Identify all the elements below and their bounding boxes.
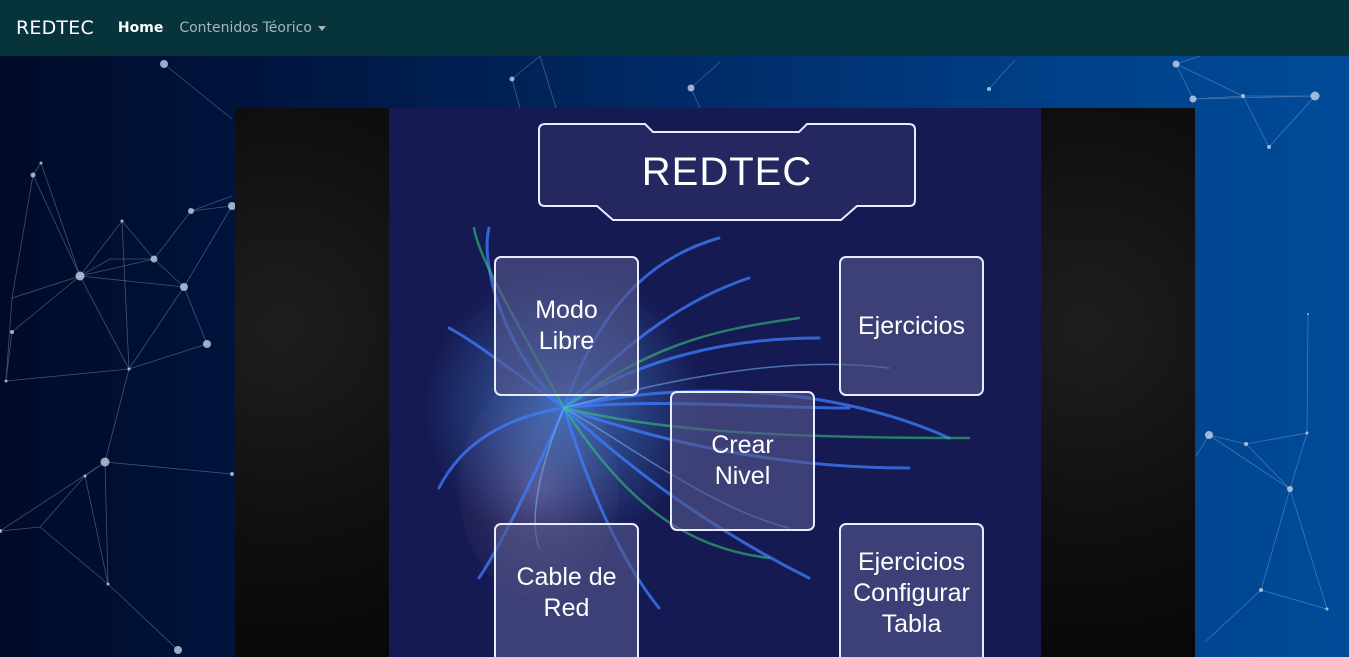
network-lines-decoration bbox=[0, 56, 1329, 654]
crear-nivel-button[interactable]: Crear Nivel bbox=[670, 391, 815, 531]
nav-home[interactable]: Home bbox=[117, 20, 164, 36]
modo-libre-button[interactable]: Modo Libre bbox=[494, 256, 639, 396]
navbar: REDTEC Home Contenidos Téorico bbox=[0, 0, 1349, 56]
crear-nivel-label: Crear Nivel bbox=[711, 431, 774, 490]
nav-contenidos-label: Contenidos Téorico bbox=[179, 20, 312, 36]
game-letterbox-right bbox=[1041, 108, 1195, 657]
game-main-menu: REDTEC Modo Libre Ejercicios Crear Nivel… bbox=[389, 108, 1041, 657]
ejercicios-configurar-tabla-button[interactable]: Ejercicios Configurar Tabla bbox=[839, 523, 984, 657]
game-title-banner: REDTEC bbox=[537, 123, 917, 222]
ejercicios-configurar-tabla-label: Ejercicios Configurar Tabla bbox=[853, 547, 970, 638]
cable-de-red-button[interactable]: Cable de Red bbox=[494, 523, 639, 657]
nav-contenidos-dropdown[interactable]: Contenidos Téorico bbox=[179, 20, 326, 36]
cable-de-red-label: Cable de Red bbox=[516, 563, 617, 622]
title-banner-frame bbox=[538, 123, 916, 221]
modo-libre-label: Modo Libre bbox=[535, 296, 598, 355]
ejercicios-label: Ejercicios bbox=[858, 311, 965, 340]
ejercicios-button[interactable]: Ejercicios bbox=[839, 256, 984, 396]
navbar-brand[interactable]: REDTEC bbox=[16, 17, 94, 39]
game-title: REDTEC bbox=[641, 150, 813, 194]
chevron-down-icon bbox=[317, 25, 326, 31]
game-frame[interactable]: REDTEC Modo Libre Ejercicios Crear Nivel… bbox=[235, 108, 1195, 657]
game-letterbox-left bbox=[235, 108, 389, 657]
